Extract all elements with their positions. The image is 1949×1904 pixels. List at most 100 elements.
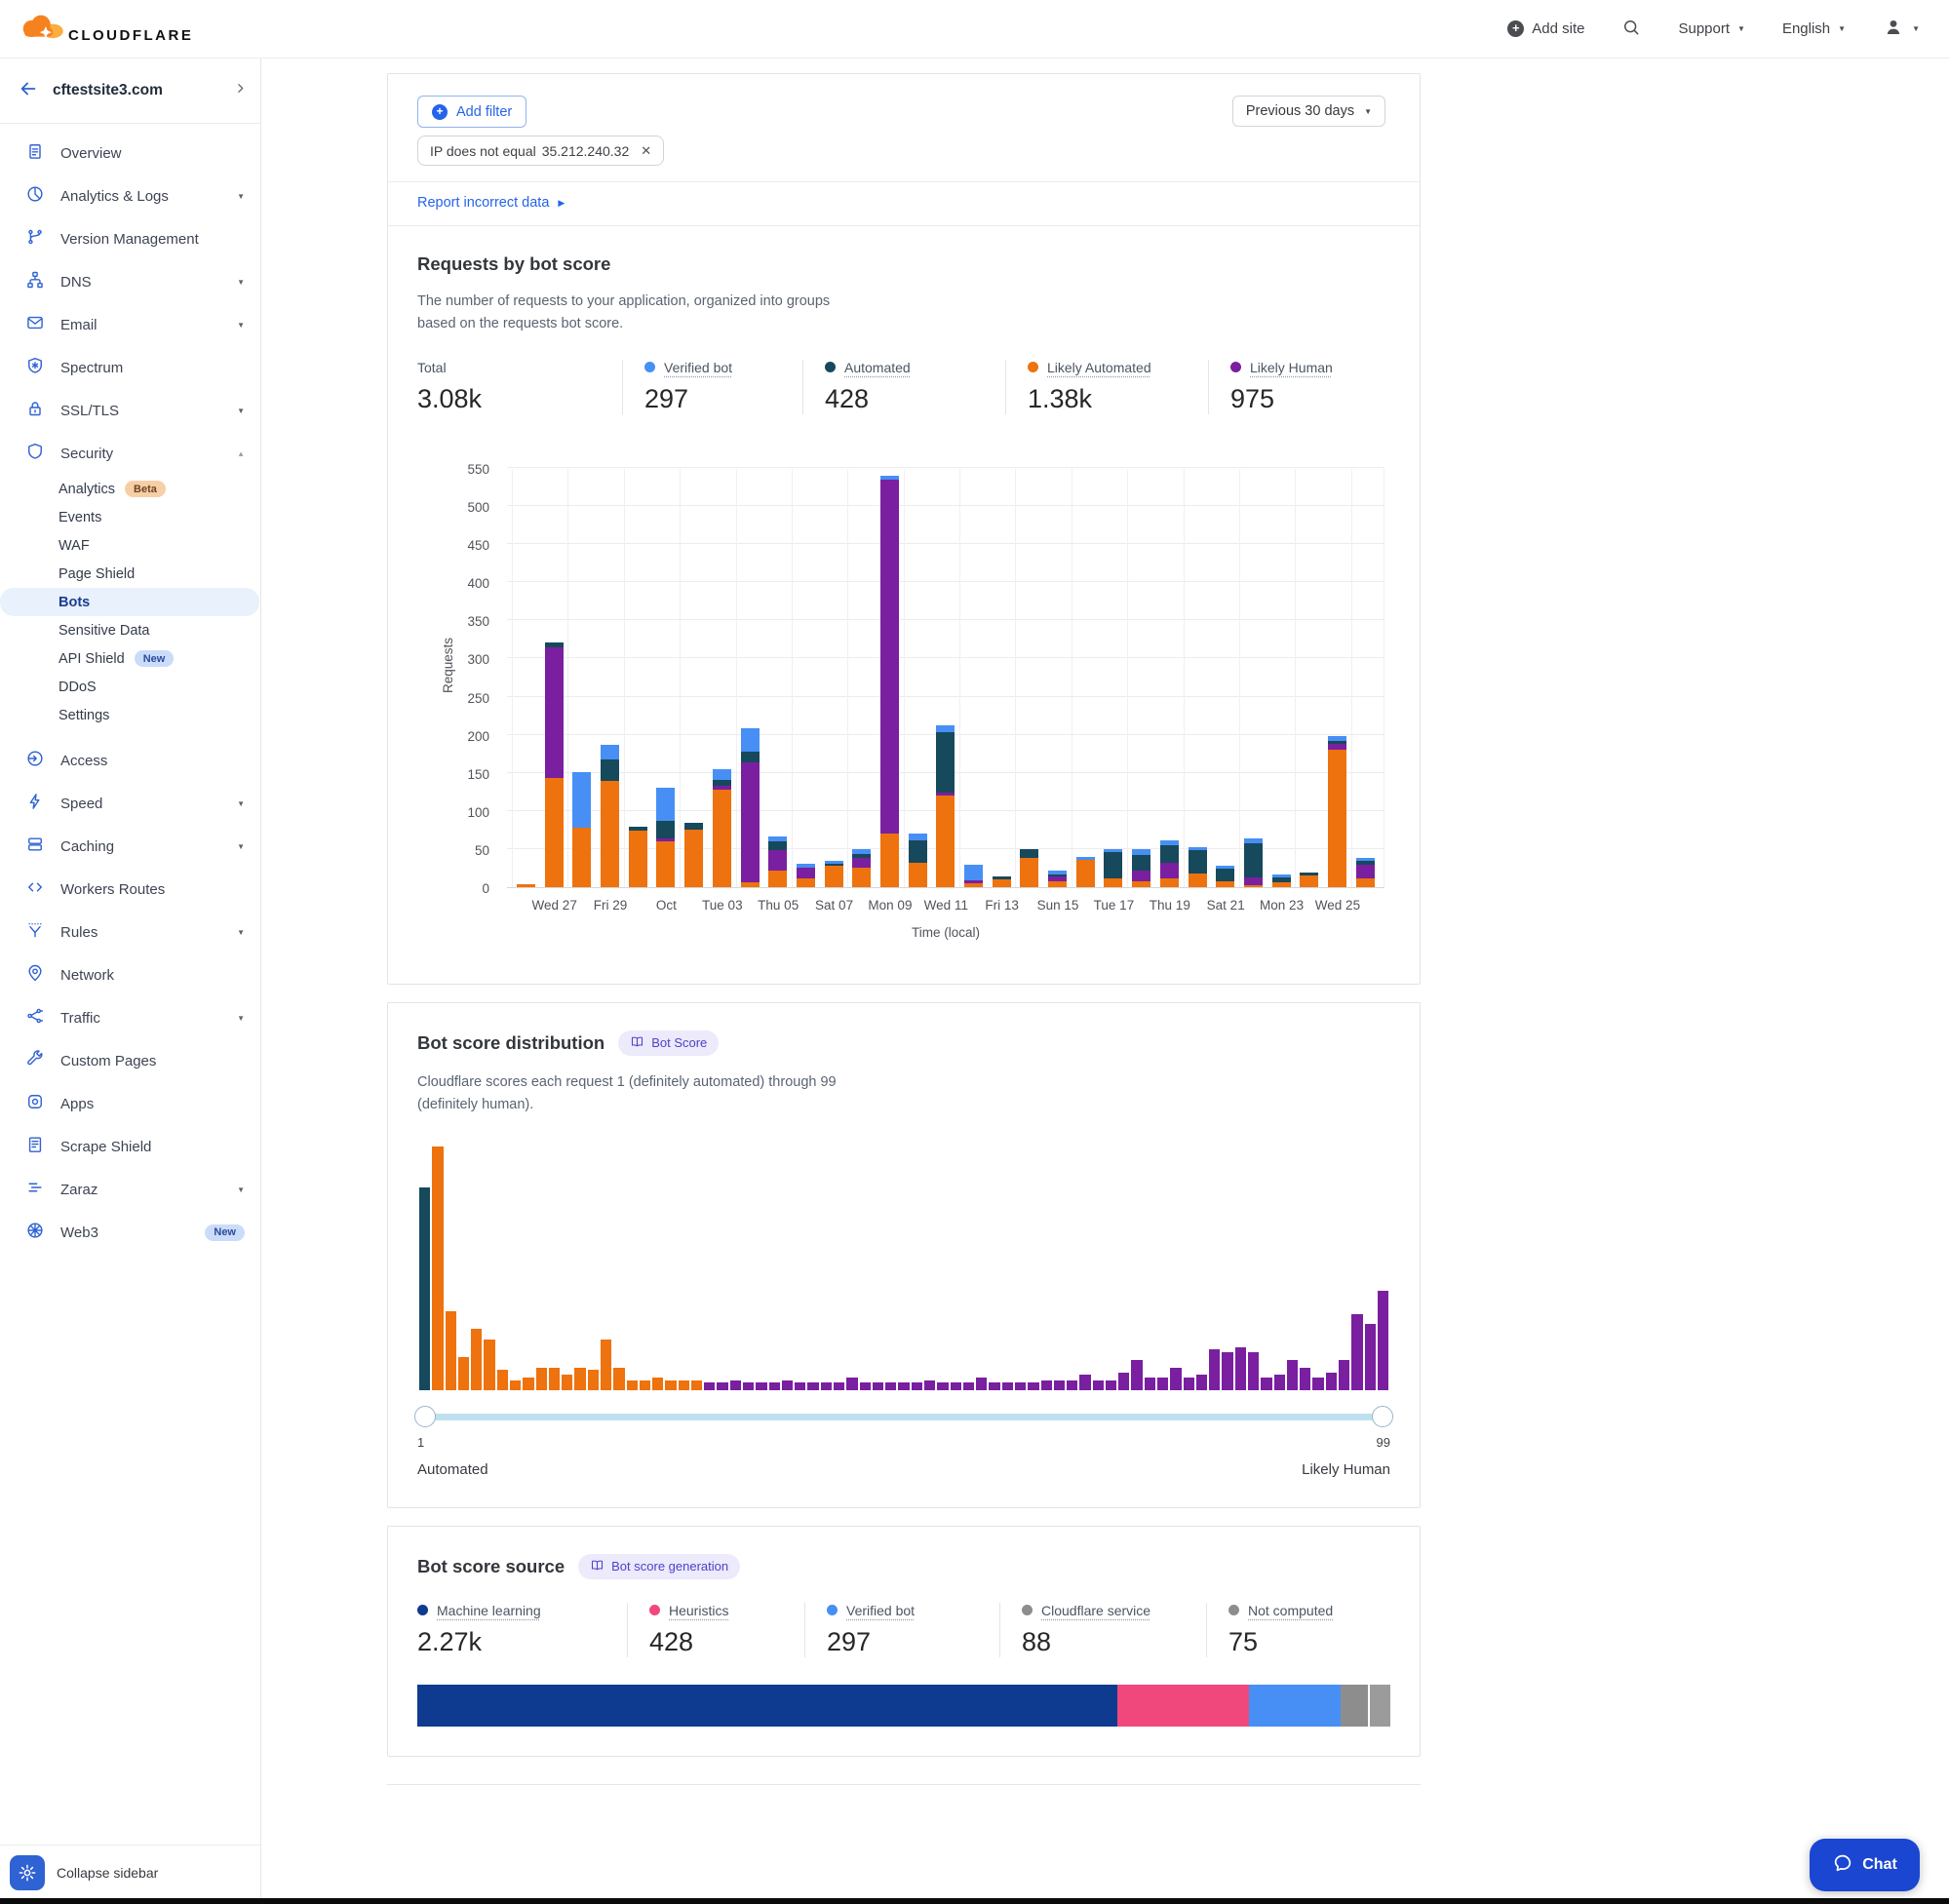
bar-segment-likely-automated[interactable] [628,831,647,887]
histogram-bar-likely-human[interactable] [1028,1382,1039,1390]
sidebar-item-caching[interactable]: Caching ▼ [0,825,260,868]
bot-score-generation-badge[interactable]: Bot score generation [578,1553,741,1579]
close-icon[interactable]: ✕ [641,142,652,158]
bar-segment-automated[interactable] [992,876,1011,880]
histogram-bar-likely-human[interactable] [1157,1377,1169,1390]
add-filter-button[interactable]: + Add filter [417,96,527,128]
support-menu[interactable]: Support ▼ [1678,20,1744,37]
histogram-bar-likely-human[interactable] [1234,1346,1246,1390]
histogram-bar-likely-human[interactable] [1105,1379,1117,1390]
back-arrow-icon[interactable] [18,78,39,104]
histogram-bar-likely-human[interactable] [1312,1377,1324,1390]
bar-segment-likely-human[interactable] [796,868,815,878]
bar-segment-likely-automated[interactable] [517,883,535,887]
sidebar-item-scrape-shield[interactable]: Scrape Shield [0,1125,260,1168]
bar-segment-likely-automated[interactable] [656,841,676,887]
histogram-bar-likely-automated[interactable] [484,1339,495,1390]
histogram-bar-likely-human[interactable] [1040,1379,1052,1390]
source-segment-machine-learning[interactable] [417,1684,1117,1727]
bar-segment-automated[interactable] [1355,861,1375,865]
bar-segment-likely-automated[interactable] [1132,880,1151,887]
histogram-bar-likely-human[interactable] [1053,1379,1066,1390]
bar-segment-verified-bot[interactable] [601,744,620,759]
bar-segment-verified-bot[interactable] [656,787,676,821]
sidebar-item-settings[interactable]: Settings [0,701,260,729]
histogram-bar-likely-human[interactable] [1286,1359,1299,1390]
bar-segment-verified-bot[interactable] [1159,839,1179,845]
bar-segment-likely-automated[interactable] [740,882,760,887]
bar-segment-verified-bot[interactable] [824,861,843,864]
bar-segment-likely-human[interactable] [740,761,760,883]
cloudflare-logo[interactable]: CLOUDFLARE [16,12,193,46]
histogram-bar-likely-human[interactable] [976,1377,988,1390]
bar-segment-automated[interactable] [1327,740,1346,744]
bar-segment-automated[interactable] [1271,876,1291,883]
histogram-bar-likely-human[interactable] [923,1379,936,1390]
sidebar-item-access[interactable]: Access [0,739,260,782]
bar-segment-likely-automated[interactable] [908,862,927,887]
histogram-bar-likely-human[interactable] [859,1382,871,1390]
account-menu[interactable]: ▼ [1883,17,1920,42]
bar-segment-likely-automated[interactable] [1243,884,1263,887]
histogram-bar-likely-human[interactable] [1338,1359,1350,1390]
sidebar-item-custom-pages[interactable]: Custom Pages [0,1039,260,1082]
histogram-bar-likely-automated[interactable] [574,1367,586,1390]
bar-segment-verified-bot[interactable] [712,768,731,780]
bar-segment-likely-automated[interactable] [824,866,843,887]
histogram-bar-likely-human[interactable] [1351,1313,1363,1390]
sidebar-item-workers-routes[interactable]: Workers Routes [0,868,260,911]
histogram-bar-likely-human[interactable] [1377,1291,1389,1390]
histogram-bar-likely-automated[interactable] [690,1379,703,1390]
bar-segment-automated[interactable] [936,731,955,794]
report-incorrect-data-link[interactable]: Report incorrect data ▶ [417,195,565,211]
histogram-bar-likely-human[interactable] [1325,1372,1337,1390]
bar-segment-likely-human[interactable] [1355,864,1375,878]
source-segment-verified-bot[interactable] [1249,1684,1342,1727]
histogram-bar-likely-automated[interactable] [548,1367,561,1390]
bar-segment-automated[interactable] [1188,850,1207,874]
histogram-bar-likely-human[interactable] [1131,1359,1143,1390]
sidebar-item-events[interactable]: Events [0,503,260,531]
bar-segment-likely-automated[interactable] [1020,858,1039,887]
sidebar-item-speed[interactable]: Speed ▼ [0,782,260,825]
histogram-bar-likely-human[interactable] [950,1382,961,1390]
bar-segment-automated[interactable] [1132,855,1151,871]
histogram-bar-likely-human[interactable] [1261,1377,1272,1390]
source-segment-heuristics[interactable] [1116,1684,1250,1727]
slider-handle-min[interactable] [414,1405,436,1427]
source-segment-not-computed[interactable] [1368,1684,1390,1727]
sidebar-item-sensitive-data[interactable]: Sensitive Data [0,616,260,644]
histogram-bar-likely-human[interactable] [898,1382,910,1390]
bar-segment-automated[interactable] [1104,852,1123,878]
source-segment-cloudflare-service[interactable] [1341,1684,1368,1727]
bot-score-badge[interactable]: Bot Score [618,1030,720,1056]
bar-segment-likely-human[interactable] [879,479,899,835]
bar-segment-likely-human[interactable] [1048,876,1068,881]
histogram-bar-automated[interactable] [419,1186,431,1390]
sidebar-item-apps[interactable]: Apps [0,1082,260,1125]
bar-segment-automated[interactable] [824,863,843,867]
collapse-sidebar[interactable]: Collapse sidebar [0,1845,260,1904]
bar-segment-automated[interactable] [544,642,564,647]
bar-segment-likely-human[interactable] [852,857,872,869]
bar-segment-likely-human[interactable] [936,793,955,797]
sidebar-item-version-management[interactable]: Version Management [0,217,260,260]
histogram-bar-likely-human[interactable] [885,1382,897,1390]
bar-segment-likely-automated[interactable] [1327,750,1346,887]
bar-segment-verified-bot[interactable] [1048,870,1068,874]
histogram-bar-likely-human[interactable] [911,1382,922,1390]
histogram-bar-likely-human[interactable] [846,1377,858,1390]
histogram-bar-likely-human[interactable] [1067,1379,1078,1390]
bar-segment-automated[interactable] [712,779,731,786]
bar-segment-verified-bot[interactable] [852,848,872,855]
sidebar-item-dns[interactable]: DNS ▼ [0,260,260,303]
bar-segment-automated[interactable] [684,823,704,830]
histogram-bar-likely-human[interactable] [1248,1351,1260,1390]
histogram-bar-likely-human[interactable] [717,1382,728,1390]
gear-icon[interactable] [10,1855,45,1890]
bar-segment-automated[interactable] [852,854,872,858]
bar-segment-automated[interactable] [740,751,760,762]
bar-segment-verified-bot[interactable] [1188,847,1207,851]
bar-segment-verified-bot[interactable] [1355,858,1375,862]
bar-segment-likely-human[interactable] [1243,876,1263,885]
